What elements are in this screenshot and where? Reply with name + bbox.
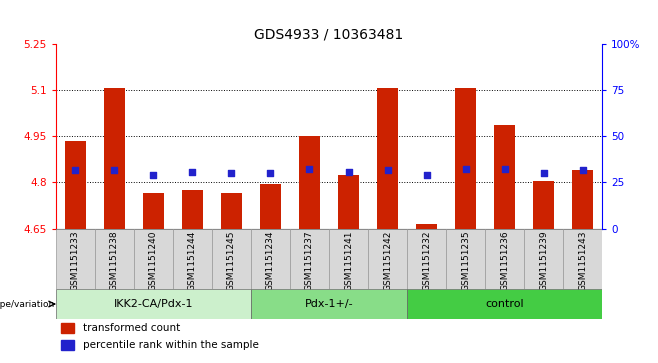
Bar	[368, 229, 407, 289]
Bar	[407, 229, 446, 289]
Point	[499, 166, 510, 171]
Point	[188, 169, 198, 175]
Text: transformed count: transformed count	[83, 323, 180, 333]
Bar	[61, 323, 74, 333]
Bar	[220, 193, 242, 229]
Bar	[494, 125, 515, 229]
Bar	[533, 181, 554, 229]
Point	[304, 166, 315, 171]
Text: GSM1151245: GSM1151245	[227, 231, 236, 291]
Text: GSM1151237: GSM1151237	[305, 231, 314, 291]
Point	[226, 170, 237, 176]
Bar	[182, 190, 203, 229]
Text: control: control	[485, 299, 524, 309]
Bar	[416, 224, 438, 229]
Point	[421, 172, 432, 178]
Text: GSM1151239: GSM1151239	[539, 231, 548, 291]
Point	[70, 167, 81, 173]
Point	[577, 167, 588, 173]
Text: GSM1151244: GSM1151244	[188, 231, 197, 291]
Bar	[173, 229, 212, 289]
Text: GSM1151238: GSM1151238	[110, 231, 119, 291]
Bar	[329, 229, 368, 289]
Point	[538, 170, 549, 176]
Bar	[95, 229, 134, 289]
Text: GSM1151242: GSM1151242	[383, 231, 392, 291]
Bar	[104, 88, 125, 229]
Text: GSM1151232: GSM1151232	[422, 231, 431, 291]
Text: GSM1151234: GSM1151234	[266, 231, 275, 291]
Text: GSM1151240: GSM1151240	[149, 231, 158, 291]
Bar	[61, 340, 74, 350]
Point	[382, 167, 393, 173]
Bar	[299, 136, 320, 229]
Bar	[572, 170, 594, 229]
Bar	[64, 141, 86, 229]
Bar	[377, 88, 398, 229]
Point	[148, 172, 159, 178]
Bar	[446, 229, 485, 289]
Bar	[338, 175, 359, 229]
Bar	[485, 229, 524, 289]
Bar	[251, 229, 290, 289]
Text: genotype/variation: genotype/variation	[0, 299, 54, 309]
Text: GSM1151243: GSM1151243	[578, 231, 587, 291]
Text: GSM1151241: GSM1151241	[344, 231, 353, 291]
Text: IKK2-CA/Pdx-1: IKK2-CA/Pdx-1	[114, 299, 193, 309]
Bar	[251, 289, 407, 319]
Point	[461, 166, 471, 171]
Text: GSM1151233: GSM1151233	[71, 231, 80, 291]
Point	[109, 167, 120, 173]
Point	[265, 170, 276, 176]
Text: Pdx-1+/-: Pdx-1+/-	[305, 299, 353, 309]
Bar	[56, 229, 95, 289]
Bar	[407, 289, 602, 319]
Bar	[290, 229, 329, 289]
Bar	[212, 229, 251, 289]
Bar	[455, 88, 476, 229]
Text: GSM1151236: GSM1151236	[500, 231, 509, 291]
Text: GSM1151235: GSM1151235	[461, 231, 470, 291]
Bar	[260, 184, 281, 229]
Bar	[134, 229, 173, 289]
Bar	[143, 193, 164, 229]
Text: percentile rank within the sample: percentile rank within the sample	[83, 340, 259, 350]
Point	[343, 169, 354, 175]
Bar	[524, 229, 563, 289]
Bar	[563, 229, 602, 289]
Title: GDS4933 / 10363481: GDS4933 / 10363481	[255, 27, 403, 41]
Bar	[56, 289, 251, 319]
